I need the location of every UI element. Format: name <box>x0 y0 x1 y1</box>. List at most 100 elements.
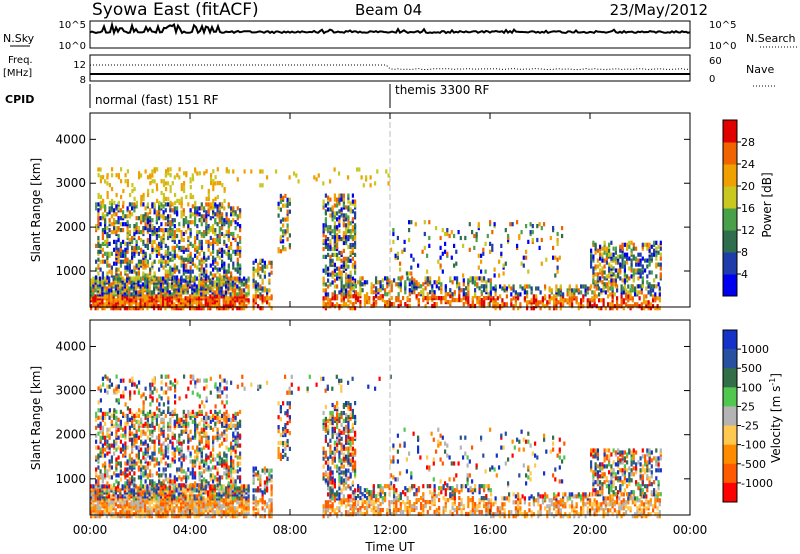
heatmap-cell <box>128 259 131 264</box>
heatmap-cell <box>149 233 152 239</box>
heatmap-cell <box>99 421 102 426</box>
heatmap-cell <box>164 249 167 254</box>
heatmap-cell <box>462 282 465 287</box>
heatmap-cell <box>101 204 104 209</box>
heatmap-cell <box>327 242 330 248</box>
heatmap-cell <box>219 181 222 186</box>
heatmap-cell <box>594 280 597 285</box>
heatmap-cell <box>171 253 174 258</box>
heatmap-cell <box>131 255 134 260</box>
heatmap-cell <box>352 302 355 307</box>
heatmap-cell <box>169 479 172 484</box>
heatmap-cell <box>209 251 212 256</box>
heatmap-cell <box>650 244 653 249</box>
heatmap-cell <box>349 306 352 311</box>
heatmap-cell <box>498 259 501 264</box>
heatmap-cell <box>211 280 214 285</box>
heatmap-cell <box>198 171 201 176</box>
heatmap-cell <box>277 247 280 252</box>
heatmap-cell <box>171 431 174 436</box>
heatmap-cell <box>182 218 185 223</box>
heatmap-cell <box>544 304 547 309</box>
heatmap-cell <box>212 183 215 188</box>
heatmap-cell <box>225 273 228 278</box>
heatmap-cell <box>626 260 629 265</box>
heatmap-cell <box>169 473 172 478</box>
heatmap-cell <box>263 274 266 279</box>
heatmap-cell <box>345 213 348 218</box>
heatmap-cell <box>204 484 207 489</box>
heatmap-cell <box>104 230 107 235</box>
heatmap-cell <box>104 226 107 231</box>
heatmap-cell <box>117 445 120 450</box>
heatmap-cell <box>236 298 239 303</box>
heatmap-cell <box>175 514 178 519</box>
heatmap-cell <box>97 475 100 480</box>
heatmap-cell <box>210 173 213 178</box>
heatmap-cell <box>435 284 438 289</box>
heatmap-cell <box>97 235 100 241</box>
heatmap-cell <box>209 241 212 246</box>
heatmap-cell <box>106 243 109 248</box>
heatmap-cell <box>347 225 350 230</box>
heatmap-cell <box>333 211 336 216</box>
heatmap-cell <box>225 490 228 495</box>
heatmap-cell <box>413 282 416 287</box>
heatmap-cell <box>140 433 143 438</box>
heatmap-cell <box>162 228 165 233</box>
heatmap-cell <box>327 292 330 297</box>
heatmap-cell <box>117 251 120 256</box>
heatmap-cell <box>340 284 343 289</box>
heatmap-cell <box>368 296 371 301</box>
heatmap-cell <box>117 233 120 239</box>
heatmap-cell <box>95 259 98 264</box>
heatmap-cell <box>175 280 178 285</box>
heatmap-cell <box>240 288 243 293</box>
heatmap-cell <box>106 481 109 486</box>
heatmap-cell <box>149 473 152 478</box>
heatmap-cell <box>261 183 264 188</box>
freq-panel: Freq. [MHz] 12 8 60 0 Nave <box>3 54 775 87</box>
heatmap-cell <box>131 259 134 264</box>
heatmap-cell <box>518 233 521 239</box>
heatmap-cell <box>203 233 206 239</box>
heatmap-cell <box>160 257 163 262</box>
heatmap-cell <box>218 267 221 272</box>
heatmap-cell <box>440 296 443 301</box>
heatmap-cell <box>149 216 152 221</box>
heatmap-cell <box>164 461 167 466</box>
heatmap-cell <box>596 264 599 269</box>
heatmap-cell <box>220 306 223 311</box>
heatmap-cell <box>234 210 237 215</box>
heatmap-cell <box>106 231 109 237</box>
heatmap-cell <box>97 212 100 217</box>
heatmap-cell <box>214 237 217 243</box>
heatmap-cell <box>162 265 165 270</box>
heatmap-cell <box>146 423 149 428</box>
heatmap-cell <box>499 294 502 299</box>
heatmap-cell <box>142 429 145 434</box>
heatmap-cell <box>103 496 106 501</box>
heatmap-cell <box>336 225 339 230</box>
heatmap-cell <box>222 290 225 295</box>
heatmap-cell <box>151 202 154 207</box>
heatmap-cell <box>144 273 147 278</box>
heatmap-cell <box>610 240 613 245</box>
heatmap-cell <box>142 218 145 223</box>
heatmap-cell <box>146 484 149 489</box>
heatmap-cell <box>333 225 336 230</box>
heatmap-cell <box>245 278 248 283</box>
heatmap-cell <box>447 300 450 305</box>
power-colorbar-segment <box>723 186 737 209</box>
heatmap-cell <box>243 306 246 311</box>
heatmap-cell <box>104 251 107 256</box>
heatmap-cell <box>149 461 152 466</box>
heatmap-cell <box>639 252 642 257</box>
heatmap-cell <box>349 286 352 291</box>
heatmap-cell <box>360 175 363 180</box>
heatmap-cell <box>227 498 230 503</box>
heatmap-cell <box>178 433 181 438</box>
heatmap-cell <box>169 463 172 468</box>
heatmap-cell <box>288 209 291 214</box>
heatmap-cell <box>386 303 389 309</box>
